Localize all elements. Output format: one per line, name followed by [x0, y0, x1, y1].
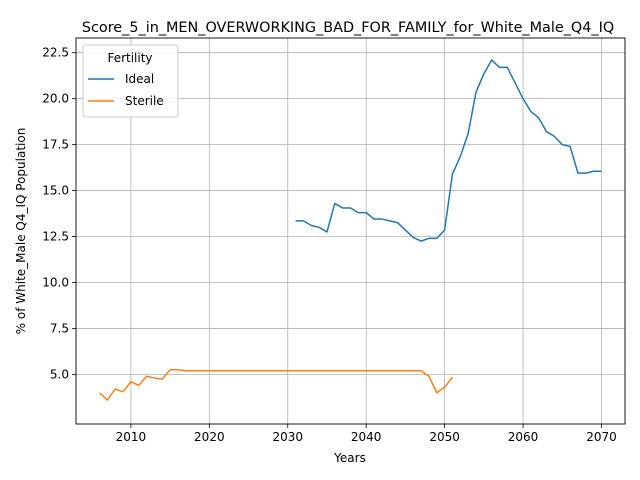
y-tick-label: 20.0	[42, 92, 69, 106]
x-tick-label: 2040	[351, 430, 382, 444]
y-tick-label: 5.0	[50, 367, 69, 381]
y-tick-label: 17.5	[42, 138, 69, 152]
x-tick-label: 2060	[508, 430, 539, 444]
legend-title: Fertility	[107, 51, 152, 65]
x-axis: 2010 2020 2030 2040 2050 2060 2070	[116, 424, 617, 444]
y-tick-label: 22.5	[42, 46, 69, 60]
x-tick-label: 2010	[116, 430, 147, 444]
x-tick-label: 2050	[429, 430, 460, 444]
series-layer	[99, 59, 602, 401]
x-tick-label: 2070	[586, 430, 617, 444]
x-tick-label: 2030	[272, 430, 303, 444]
series-line-ideal	[295, 59, 602, 242]
chart-title: Score_5_in_MEN_OVERWORKING_BAD_FOR_FAMIL…	[82, 20, 614, 36]
y-tick-label: 15.0	[42, 184, 69, 198]
legend-label-ideal: Ideal	[125, 72, 154, 86]
y-tick-label: 7.5	[50, 321, 69, 335]
series-line-sterile	[99, 369, 454, 401]
y-axis: 5.0 7.5 10.0 12.5 15.0 17.5 20.0 22.5	[42, 46, 76, 381]
legend-label-sterile: Sterile	[125, 94, 164, 108]
x-tick-label: 2020	[194, 430, 225, 444]
x-axis-label: Years	[333, 451, 366, 465]
y-axis-label: % of White_Male Q4_IQ Population	[14, 128, 28, 335]
y-tick-label: 10.0	[42, 275, 69, 289]
plot-frame	[75, 37, 626, 425]
legend-box	[82, 44, 179, 118]
y-tick-label: 12.5	[42, 230, 69, 244]
legend: Fertility Ideal Sterile	[82, 44, 179, 118]
